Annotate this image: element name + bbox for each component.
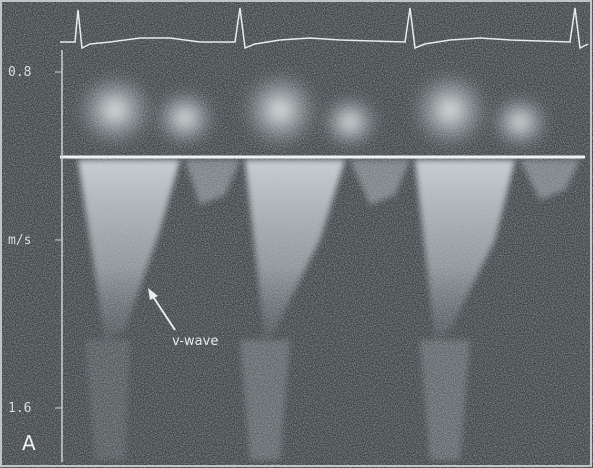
ecg-trace — [60, 7, 589, 50]
scale-unit: m/s — [8, 233, 31, 248]
annotation: v-wave — [172, 334, 218, 349]
scale-top: 0.8 — [8, 65, 31, 80]
annotation-arrow — [149, 291, 176, 331]
panel-label: A — [22, 431, 36, 455]
arrow-head — [148, 288, 158, 300]
scale-bottom: 1.6 — [8, 401, 31, 416]
